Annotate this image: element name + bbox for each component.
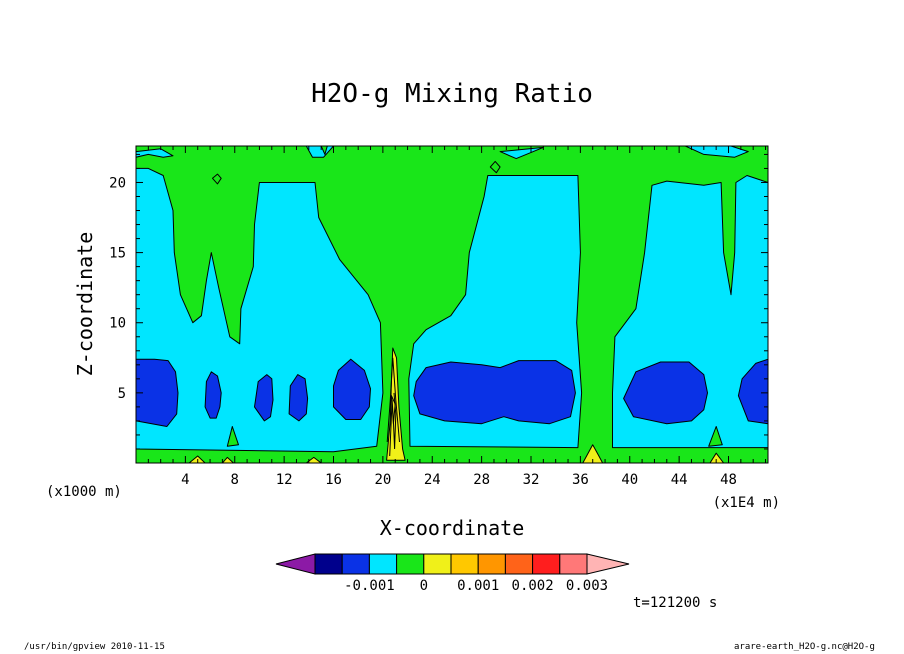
x-tick-label: 48 xyxy=(720,472,737,488)
contour-region xyxy=(684,146,749,158)
y-axis-label: Z-coordinate xyxy=(73,232,97,377)
y-tick-label: 20 xyxy=(109,175,126,191)
colorbar-tick-label: 0.001 xyxy=(457,578,499,594)
contour-region xyxy=(226,426,239,447)
plot-frame xyxy=(135,145,769,464)
contour-region xyxy=(333,358,371,420)
colorbar-tick-label: -0.001 xyxy=(344,578,395,594)
time-label: t=121200 s xyxy=(633,595,717,611)
colorbar-tick-label: 0.003 xyxy=(566,578,608,594)
x-tick-label: 16 xyxy=(325,472,342,488)
contour-region xyxy=(136,167,384,453)
footer-right: arare-earth_H2O-g.nc@H2O-g xyxy=(734,642,875,652)
contour-region xyxy=(499,146,544,160)
colorbar-tick-label: 0.002 xyxy=(512,578,554,594)
chart-title: H2O-g Mixing Ratio xyxy=(311,79,593,109)
x-tick-label: 40 xyxy=(621,472,638,488)
contour-region xyxy=(212,173,222,185)
contour-region xyxy=(582,444,604,463)
x-axis-ticks: 4 8 12 16 20 24 28 32 36 40 44 48 xyxy=(147,146,767,488)
contour-region xyxy=(708,426,723,447)
x-tick-label: 12 xyxy=(276,472,293,488)
contour-region xyxy=(489,160,501,174)
x-axis-unit-right: (x1E4 m) xyxy=(713,495,780,511)
contour-line xyxy=(386,357,400,443)
colorbar-swatch xyxy=(314,553,343,575)
contour-region xyxy=(305,456,322,463)
x-tick-label: 24 xyxy=(424,472,441,488)
colorbar-tick-label: 0 xyxy=(420,578,428,594)
contour-region xyxy=(188,455,206,463)
colorbar-swatch xyxy=(532,553,561,575)
colorbar-swatch xyxy=(341,553,370,575)
x-tick-label: 20 xyxy=(374,472,391,488)
contour-region xyxy=(136,358,179,427)
y-tick-label: 10 xyxy=(109,316,126,332)
colorbar-swatch xyxy=(450,553,479,575)
x-tick-label: 8 xyxy=(231,472,239,488)
colorbar-arrow-high xyxy=(586,553,630,575)
colorbar-swatch xyxy=(368,553,398,575)
x-axis-unit-left: (x1000 m) xyxy=(46,484,122,500)
x-tick-label: 32 xyxy=(523,472,540,488)
colorbar-swatch xyxy=(477,553,506,575)
x-tick-label: 28 xyxy=(473,472,490,488)
colorbar-swatch xyxy=(559,553,588,575)
contour-region xyxy=(288,374,309,422)
contour-region xyxy=(320,146,328,155)
contour-fills xyxy=(136,146,768,463)
colorbar xyxy=(275,553,630,575)
x-tick-label: 4 xyxy=(181,472,189,488)
contour-region xyxy=(413,360,576,425)
x-tick-label: 36 xyxy=(572,472,589,488)
contour-line xyxy=(389,392,397,457)
y-tick-label: 5 xyxy=(118,386,126,402)
plot-area xyxy=(135,145,769,464)
y-axis-ticks: 5 10 15 20 xyxy=(109,153,768,450)
contour-region xyxy=(254,374,274,422)
footer-left: /usr/bin/gpview 2010-11-15 xyxy=(24,642,165,652)
contour-region xyxy=(623,361,708,425)
contour-region xyxy=(709,452,725,463)
colorbar-swatch xyxy=(504,553,534,575)
colorbar-arrow-low xyxy=(275,553,316,575)
x-axis-label: X-coordinate xyxy=(380,516,525,540)
colorbar-labels: -0.001 0 0.001 0.002 0.003 xyxy=(344,578,608,594)
colorbar-swatch xyxy=(423,553,452,575)
y-tick-label: 15 xyxy=(109,246,126,262)
contour-region xyxy=(737,358,768,425)
contour-region xyxy=(221,456,234,463)
colorbar-swatch xyxy=(396,553,425,575)
x-tick-label: 44 xyxy=(671,472,688,488)
contour-region xyxy=(204,371,222,419)
